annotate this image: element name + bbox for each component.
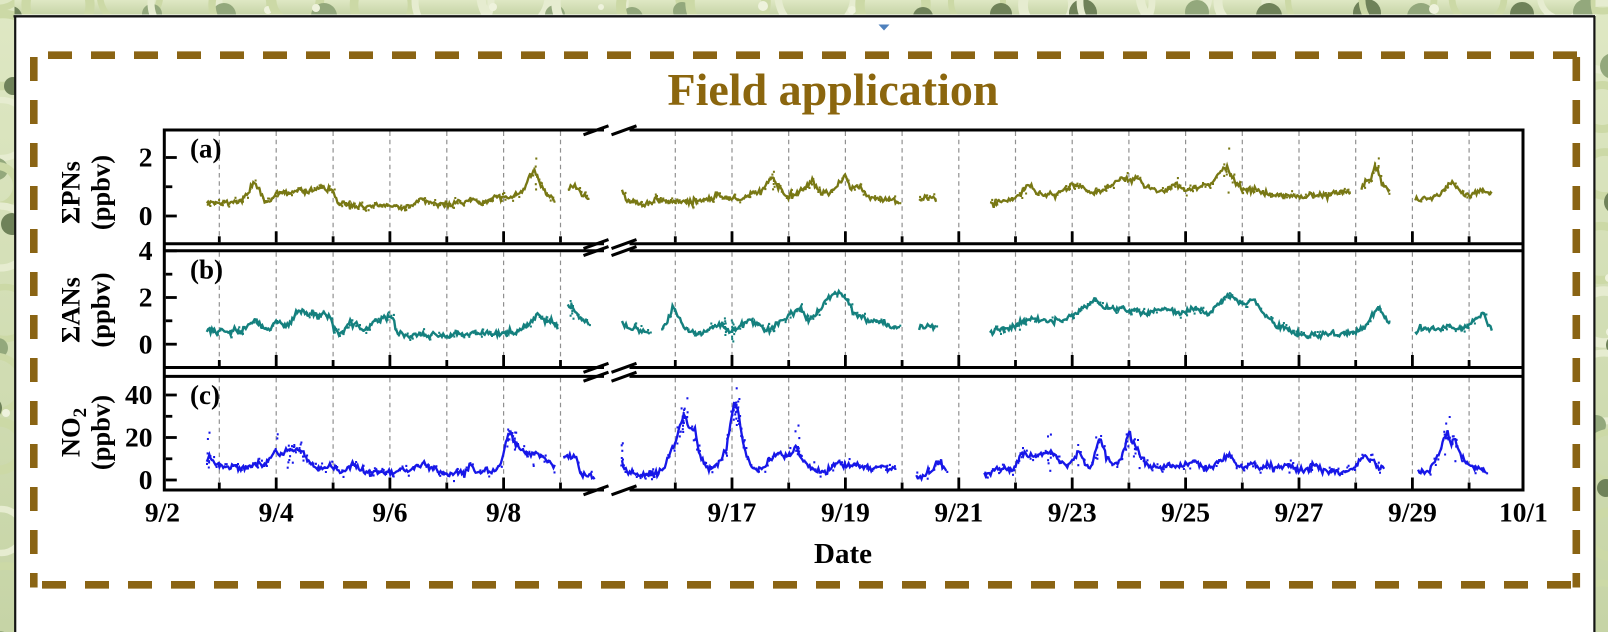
svg-text:9/8: 9/8 <box>486 497 521 528</box>
svg-text:(ppbv): (ppbv) <box>86 395 116 470</box>
svg-text:9/21: 9/21 <box>934 497 983 528</box>
svg-text:9/17: 9/17 <box>708 497 757 528</box>
svg-text:(a): (a) <box>190 134 221 164</box>
svg-text:(b): (b) <box>190 255 223 285</box>
svg-text:2: 2 <box>139 282 153 313</box>
svg-text:9/29: 9/29 <box>1388 497 1437 528</box>
svg-text:2: 2 <box>139 142 153 173</box>
svg-text:20: 20 <box>125 422 153 453</box>
svg-text:Field application: Field application <box>668 64 999 115</box>
svg-text:9/19: 9/19 <box>821 497 870 528</box>
svg-text:10/1: 10/1 <box>1499 497 1548 528</box>
svg-text:9/2: 9/2 <box>145 497 180 528</box>
svg-text:9/25: 9/25 <box>1161 497 1210 528</box>
svg-text:ΣPNs: ΣPNs <box>56 161 86 224</box>
svg-text:9/6: 9/6 <box>372 497 407 528</box>
svg-text:(ppbv): (ppbv) <box>86 155 116 230</box>
svg-text:0: 0 <box>139 464 153 495</box>
svg-text:40: 40 <box>125 379 153 410</box>
svg-text:(c): (c) <box>190 380 220 410</box>
svg-text:4: 4 <box>139 235 153 266</box>
svg-text:0: 0 <box>139 328 153 359</box>
svg-text:0: 0 <box>139 200 153 231</box>
svg-text:(ppbv): (ppbv) <box>86 272 116 347</box>
svg-text:9/27: 9/27 <box>1275 497 1324 528</box>
svg-text:Date: Date <box>814 538 872 570</box>
svg-text:9/4: 9/4 <box>259 497 294 528</box>
svg-text:ΣANs: ΣANs <box>56 277 86 343</box>
svg-text:9/23: 9/23 <box>1048 497 1097 528</box>
